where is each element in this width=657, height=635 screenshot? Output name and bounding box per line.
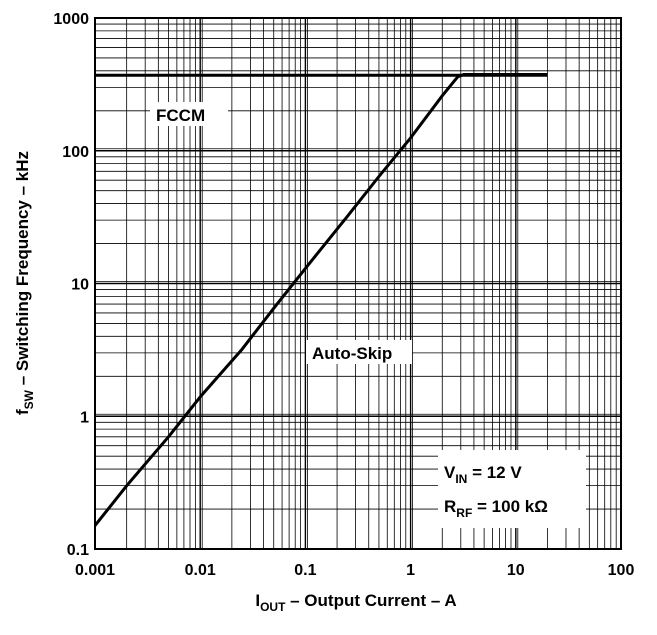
x-axis-title: IOUT – Output Current – A <box>255 591 456 614</box>
fccm-label-bg <box>150 102 228 126</box>
fccm-label: FCCM <box>156 106 205 125</box>
y-tick-label: 1 <box>80 409 89 426</box>
x-tick-label: 0.001 <box>75 562 115 579</box>
x-tick-labels: 0.001 0.01 0.1 1 10 100 <box>75 562 634 579</box>
y-axis-title: fSW – Switching Frequency – kHz <box>13 151 36 415</box>
y-tick-label: 0.1 <box>67 542 89 559</box>
x-tick-label: 0.01 <box>185 562 216 579</box>
autoskip-label-bg <box>306 340 412 364</box>
series-group <box>93 73 548 527</box>
x-tick-label: 0.1 <box>294 562 316 579</box>
plot-frame <box>94 17 622 550</box>
autoskip-label: Auto-Skip <box>312 344 392 363</box>
y-tick-labels: 0.1 1 10 100 1000 <box>53 11 89 559</box>
series-line-auto-skip <box>93 73 548 527</box>
rrf-label: RRF = 100 kΩ <box>444 497 548 520</box>
x-tick-label: 1 <box>406 562 415 579</box>
vin-label: VIN = 12 V <box>444 463 522 486</box>
x-tick-label: 100 <box>608 562 635 579</box>
y-tick-label: 1000 <box>53 11 89 28</box>
x-tick-label: 10 <box>507 562 525 579</box>
y-tick-label: 10 <box>71 277 89 294</box>
y-tick-label: 100 <box>62 144 89 161</box>
conditions-box-bg <box>438 450 586 528</box>
